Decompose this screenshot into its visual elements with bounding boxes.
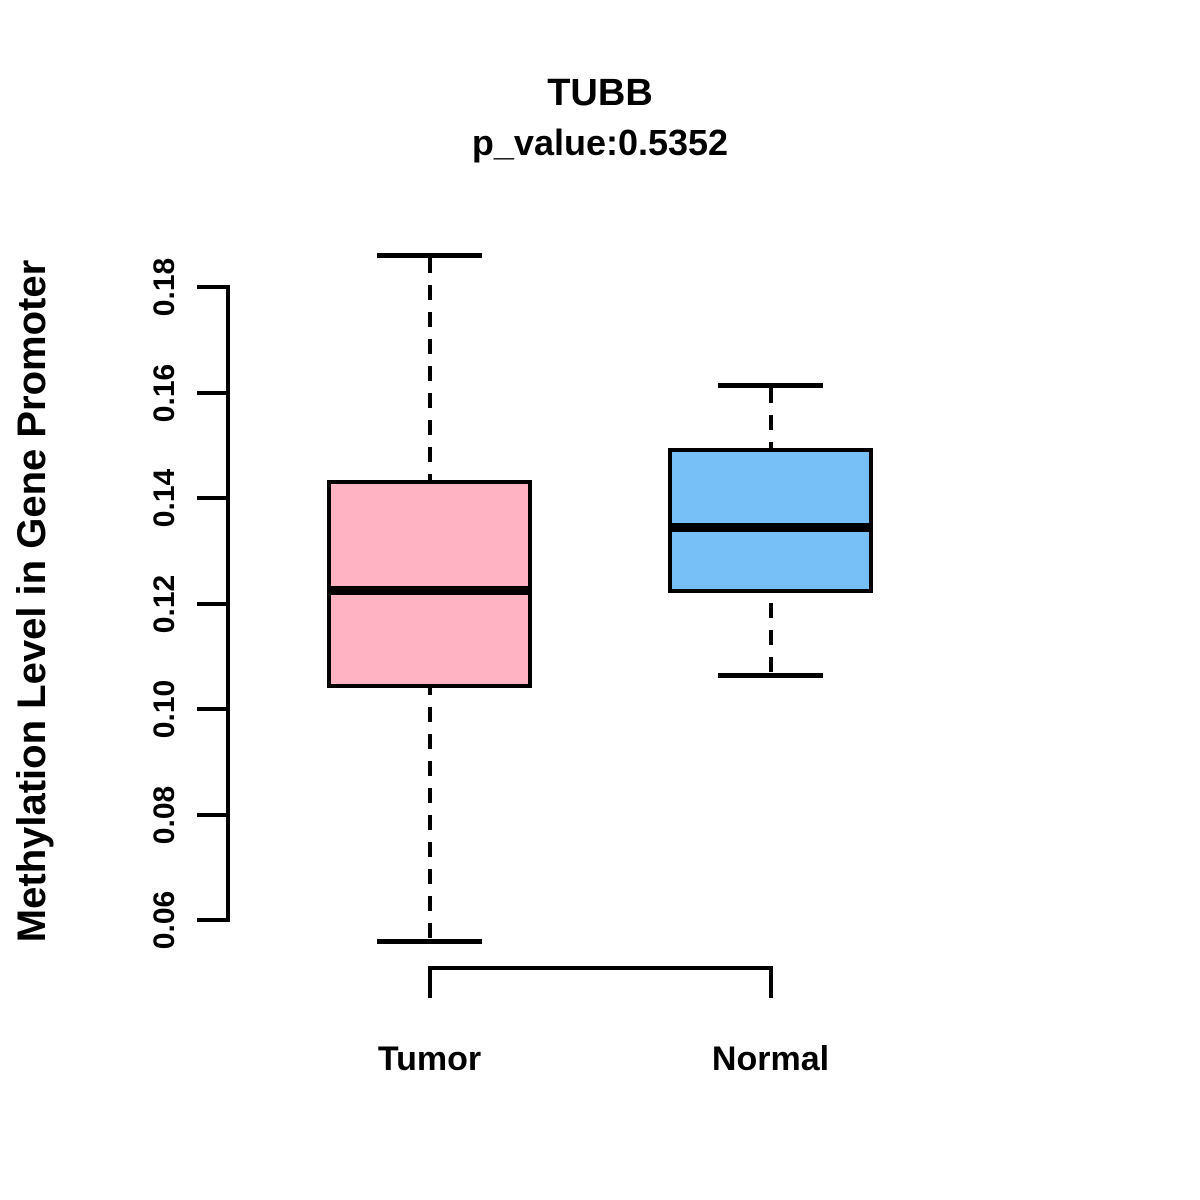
whisker-upper-stem-tumor — [427, 258, 432, 480]
median-line-tumor — [331, 585, 528, 595]
y-axis-tick-label: 0.08 — [148, 785, 181, 844]
y-axis-tick-label: 0.14 — [148, 468, 181, 528]
y-axis-tick-label: 0.12 — [148, 574, 181, 633]
box-tumor — [327, 479, 532, 688]
y-axis-tick — [197, 601, 226, 606]
y-axis-tick-label: 0.18 — [148, 257, 181, 317]
y-axis-tick — [197, 390, 226, 395]
box-normal — [668, 447, 873, 593]
x-axis-label-normal: Normal — [711, 1040, 830, 1078]
whisker-lower-cap-normal — [718, 672, 823, 678]
x-axis-tick — [427, 966, 432, 998]
x-axis-label-tumor: Tumor — [377, 1040, 482, 1078]
y-axis-tick — [197, 496, 226, 500]
y-axis-tick-label: 0.16 — [148, 363, 181, 422]
whisker-upper-stem-normal — [768, 387, 773, 448]
y-axis-tick — [197, 707, 226, 711]
y-axis-line — [226, 285, 230, 922]
x-axis-tick — [768, 966, 773, 998]
y-axis-tick — [197, 918, 226, 922]
whisker-lower-cap-tumor — [377, 939, 482, 945]
x-axis-line — [427, 966, 773, 970]
whisker-upper-cap-tumor — [377, 253, 482, 259]
y-axis-tick-label: 0.10 — [148, 679, 181, 739]
whisker-lower-stem-normal — [768, 592, 773, 672]
y-axis-tick-label: 0.06 — [148, 890, 181, 950]
median-line-normal — [672, 522, 869, 532]
y-axis-title: Methylation Level in Gene Promoter — [10, 259, 54, 943]
y-axis-tick — [197, 285, 226, 289]
whisker-upper-cap-normal — [718, 382, 823, 388]
chart-title: TUBB — [547, 72, 653, 114]
y-axis-tick — [197, 812, 226, 817]
whisker-lower-stem-tumor — [427, 687, 432, 939]
chart-subtitle: p_value:0.5352 — [471, 122, 729, 163]
